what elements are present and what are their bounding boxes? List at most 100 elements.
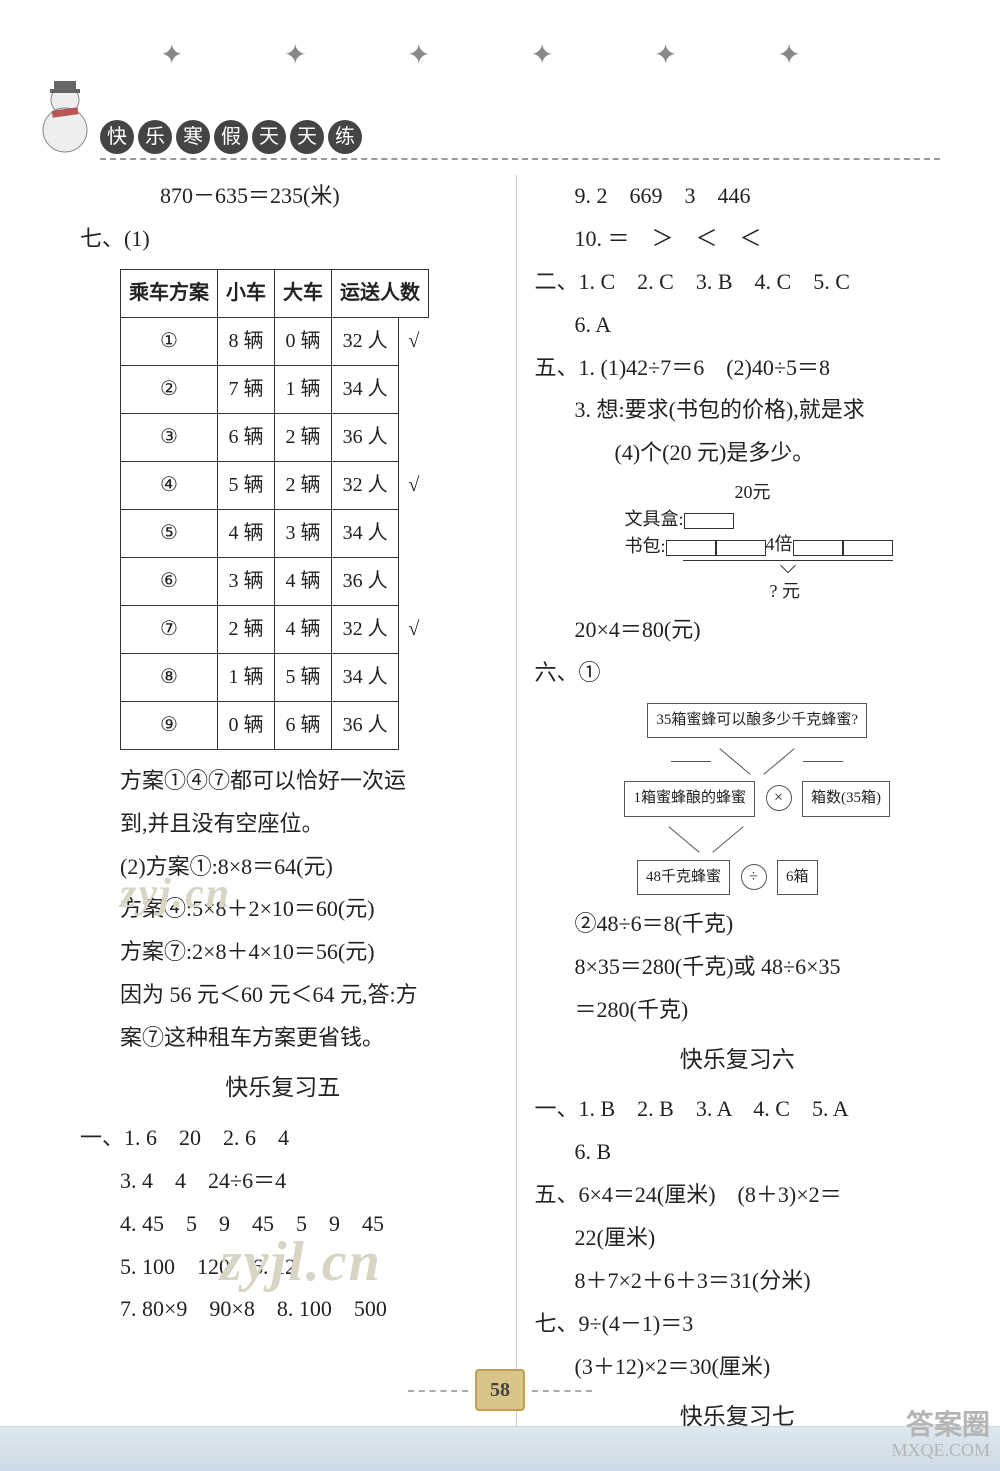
table-cell (399, 509, 429, 557)
ribbon-char: 乐 (138, 120, 172, 154)
th: 小车 (218, 269, 275, 317)
table-cell: 5 辆 (218, 461, 275, 509)
table-cell (399, 413, 429, 461)
table-row: ③6 辆2 辆36 人 (121, 413, 429, 461)
diagram-connector (575, 742, 941, 777)
table-cell: 8 辆 (218, 317, 275, 365)
bar-box-icon (716, 540, 766, 556)
table-cell: 2 辆 (275, 413, 332, 461)
text-line: (4)个(20 元)是多少。 (535, 432, 941, 475)
snowman-icon (30, 75, 100, 165)
table-cell: √ (399, 461, 429, 509)
table-cell: 1 辆 (275, 365, 332, 413)
diagram-op: × (766, 785, 792, 811)
table-cell (399, 701, 429, 749)
table-cell: ⑦ (121, 605, 218, 653)
text-line: 方案⑦:2×8＋4×10＝56(元) (80, 931, 486, 974)
ribbon-char: 快 (100, 120, 134, 154)
th: 运送人数 (332, 269, 429, 317)
table-cell: 3 辆 (275, 509, 332, 557)
bar-row-2: 书包:4倍 (625, 533, 941, 560)
table-row: ①8 辆0 辆32 人√ (121, 317, 429, 365)
diagram-box: 35箱蜜蜂可以酿多少千克蜂蜜? (647, 703, 867, 738)
text-line: 10. ＝ ＞ ＜ ＜ (535, 218, 941, 261)
table-cell: 2 辆 (275, 461, 332, 509)
footer-wave (0, 1426, 1000, 1471)
table-cell: 3 辆 (218, 557, 275, 605)
table-cell: √ (399, 317, 429, 365)
text-line: ②48÷6＝8(千克) (535, 903, 941, 946)
bar-diagram: 20元 文具盒: 书包:4倍 ? 元 (625, 479, 941, 605)
table-cell: 4 辆 (275, 557, 332, 605)
table-cell: √ (399, 605, 429, 653)
table-cell: 2 辆 (218, 605, 275, 653)
table-cell: 32 人 (332, 605, 399, 653)
table-cell: 4 辆 (218, 509, 275, 557)
star-icon: ✦ (160, 38, 183, 72)
flow-diagram: 35箱蜜蜂可以酿多少千克蜂蜜? 1箱蜜蜂酿的蜂蜜 × 箱数(35箱) 48千克蜂… (575, 701, 941, 897)
bar-box-icon (793, 540, 843, 556)
th: 大车 (275, 269, 332, 317)
text-line: 7. 80×9 90×8 8. 100 500 (80, 1288, 486, 1331)
table-cell: 36 人 (332, 557, 399, 605)
page: ✦ ✦ ✦ ✦ ✦ ✦ 快 乐 寒 假 天 天 练 870－635＝235(米)… (0, 0, 1000, 1471)
text-line: 20×4＝80(元) (535, 609, 941, 652)
text-line: 因为 56 元＜60 元＜64 元,答:方 (80, 974, 486, 1017)
table-cell: 0 辆 (275, 317, 332, 365)
ribbon-char: 寒 (176, 120, 210, 154)
table-row: ⑤4 辆3 辆34 人 (121, 509, 429, 557)
left-column: 870－635＝235(米) 七、(1) 乘车方案 小车 大车 运送人数 ①8 … (80, 175, 496, 1446)
table-cell: 1 辆 (218, 653, 275, 701)
table-cell: 6 辆 (275, 701, 332, 749)
bus-plan-table: 乘车方案 小车 大车 运送人数 ①8 辆0 辆32 人√②7 辆1 辆34 人③… (120, 269, 429, 750)
diagram-op: ÷ (741, 864, 767, 890)
brace-label: ? 元 (770, 578, 941, 605)
page-number: 58 (475, 1369, 525, 1411)
table-cell: ⑥ (121, 557, 218, 605)
table-row: ⑦2 辆4 辆32 人√ (121, 605, 429, 653)
bar-box-icon (843, 540, 893, 556)
table-row: ⑥3 辆4 辆36 人 (121, 557, 429, 605)
diagram-connector (575, 821, 941, 856)
text-line: 案⑦这种租车方案更省钱。 (80, 1017, 486, 1060)
table-cell (399, 653, 429, 701)
text-line: 二、1. C 2. C 3. B 4. C 5. C (535, 261, 941, 304)
header-divider (100, 158, 940, 160)
diagram-box: 6箱 (777, 860, 818, 895)
table-cell: 32 人 (332, 461, 399, 509)
table-cell: ① (121, 317, 218, 365)
text-line: 五、6×4＝24(厘米) (8＋3)×2＝ (535, 1174, 941, 1217)
ribbon-char: 练 (328, 120, 362, 154)
header-stars: ✦ ✦ ✦ ✦ ✦ ✦ (0, 20, 1000, 90)
text-line: 22(厘米) (535, 1217, 941, 1260)
bar-row2-label: 书包: (625, 536, 666, 556)
corner-top: 答案圈 (891, 1410, 990, 1441)
table-cell: 5 辆 (275, 653, 332, 701)
title-ribbon: 快 乐 寒 假 天 天 练 (100, 120, 362, 154)
bar-top-label: 20元 (735, 479, 941, 506)
table-header-row: 乘车方案 小车 大车 运送人数 (121, 269, 429, 317)
star-icon: ✦ (407, 38, 430, 72)
section-title: 快乐复习六 (535, 1038, 941, 1083)
text-line: 9. 2 669 3 446 (535, 175, 941, 218)
corner-watermark: 答案圈 MXQE.COM (891, 1410, 990, 1461)
table-cell: ⑧ (121, 653, 218, 701)
star-icon: ✦ (777, 38, 800, 72)
table-row: ⑧1 辆5 辆34 人 (121, 653, 429, 701)
table-cell: 36 人 (332, 413, 399, 461)
text-line: 6. B (535, 1131, 941, 1174)
text-line: 6. A (535, 304, 941, 347)
table-cell: ⑨ (121, 701, 218, 749)
star-icon: ✦ (530, 38, 553, 72)
section-title: 快乐复习五 (80, 1066, 486, 1111)
text-line: 8＋7×2＋6＋3＝31(分米) (535, 1260, 941, 1303)
table-cell: 36 人 (332, 701, 399, 749)
brace-icon (683, 560, 893, 578)
table-cell: ③ (121, 413, 218, 461)
ribbon-char: 天 (252, 120, 286, 154)
star-icon: ✦ (654, 38, 677, 72)
text-line: 5. 100 120 6. 12 (80, 1246, 486, 1289)
table-row: ④5 辆2 辆32 人√ (121, 461, 429, 509)
text-line: 方案④:5×8＋2×10＝60(元) (80, 888, 486, 931)
table-cell: 34 人 (332, 653, 399, 701)
